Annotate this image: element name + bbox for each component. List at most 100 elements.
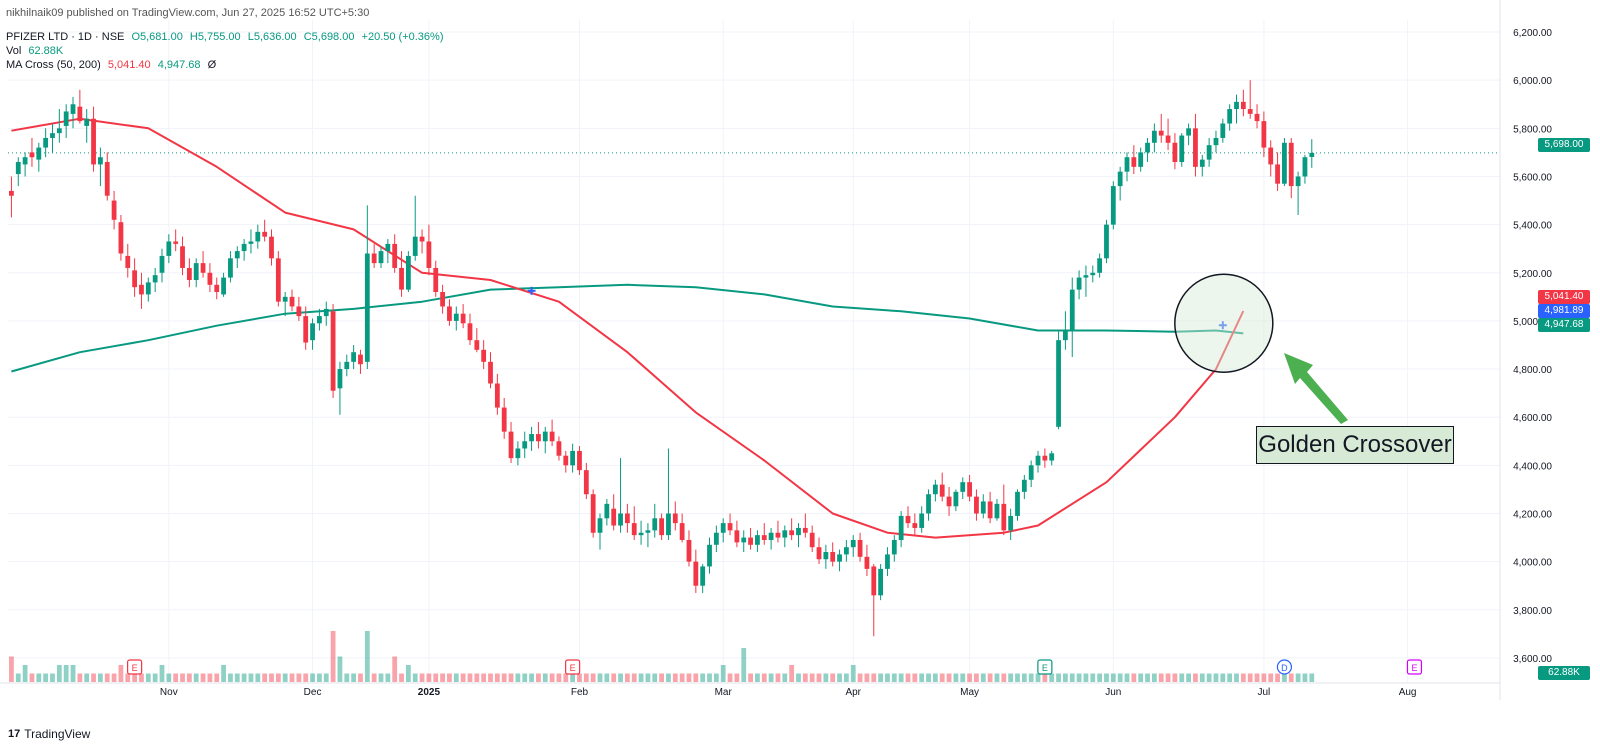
ma200-value: 4,947.68 xyxy=(157,59,201,71)
volume-bar xyxy=(802,673,808,682)
volume-bar xyxy=(501,673,507,682)
candle-body xyxy=(269,236,274,259)
volume-bar xyxy=(1110,673,1116,682)
volume-bar xyxy=(666,673,671,682)
candle-body xyxy=(1288,142,1294,187)
y-tick-label: 5,000.00 xyxy=(1513,317,1552,328)
candle-body xyxy=(15,162,21,175)
candle-body xyxy=(775,532,781,538)
candle-body xyxy=(782,530,788,538)
volume-bar xyxy=(1049,673,1055,682)
candle-body xyxy=(488,361,493,384)
volume-bar xyxy=(22,665,28,682)
volume-bar xyxy=(590,673,596,682)
volume-bar xyxy=(508,673,514,682)
volume-bar xyxy=(631,673,637,682)
volume-bar xyxy=(1117,673,1123,682)
price-badge: 5,698.00 xyxy=(1538,138,1590,152)
ma200-path xyxy=(11,283,1244,373)
candle-body xyxy=(638,532,644,536)
volume-bar xyxy=(967,673,972,682)
volume-bar xyxy=(207,673,213,682)
volume-bar xyxy=(727,673,733,682)
volume-bar xyxy=(707,673,712,682)
volume-bar xyxy=(29,673,35,682)
volume-bar xyxy=(488,673,493,682)
volume-bar xyxy=(1240,673,1246,682)
candle-body xyxy=(1124,157,1130,172)
candle-body xyxy=(494,383,500,408)
candle-body xyxy=(953,491,959,507)
candle-body xyxy=(939,484,945,497)
volume-bar xyxy=(1008,673,1014,682)
candle-body xyxy=(234,251,240,259)
candle-body xyxy=(652,518,658,531)
volume-legend[interactable]: Vol 62.88K xyxy=(6,45,67,57)
x-tick-label: Dec xyxy=(304,687,322,698)
candle-body xyxy=(536,434,541,442)
y-tick-label: 5,600.00 xyxy=(1513,172,1552,183)
candle-body xyxy=(891,539,897,555)
tradingview-watermark[interactable]: 17 TradingView xyxy=(8,727,90,741)
volume-bar xyxy=(1234,673,1239,682)
candle-body xyxy=(796,527,801,536)
candle-body xyxy=(104,162,110,196)
volume-bar xyxy=(748,673,753,682)
candle-body xyxy=(255,231,261,242)
x-tick-label: Jun xyxy=(1105,687,1121,698)
volume-bar xyxy=(1309,673,1315,682)
candle-body xyxy=(1117,171,1123,187)
symbol-label[interactable]: PFIZER LTD · 1D · NSE xyxy=(6,31,125,43)
candle-body xyxy=(522,441,528,449)
candle-body xyxy=(173,241,179,244)
ma50-line xyxy=(11,117,1245,539)
candle-body xyxy=(166,241,172,256)
volume-bar xyxy=(63,665,69,682)
volume-bar xyxy=(234,673,240,682)
candle-body xyxy=(590,494,596,533)
volume-bar xyxy=(1028,673,1034,682)
volume-bar xyxy=(857,673,863,682)
volume-bar xyxy=(221,665,226,682)
volume-bar xyxy=(358,673,363,682)
candle-body xyxy=(1008,515,1014,531)
ma-cross-legend[interactable]: MA Cross (50, 200) 5,041.40 4,947.68 Ø xyxy=(6,59,220,71)
candle-body xyxy=(755,535,760,545)
volume-bar xyxy=(1124,673,1130,682)
volume-bar xyxy=(885,673,890,682)
candle-body xyxy=(447,306,452,321)
golden-crossover-label[interactable]: Golden Crossover xyxy=(1256,426,1454,464)
y-tick-label: 6,200.00 xyxy=(1513,28,1552,39)
x-tick-label: Nov xyxy=(160,687,178,698)
volume-bar xyxy=(734,673,740,682)
volume-bar xyxy=(125,673,131,682)
volume-bar xyxy=(180,673,185,682)
candle-body xyxy=(1220,123,1226,138)
golden-crossover-circle xyxy=(1174,273,1274,373)
x-tick-label: Jul xyxy=(1257,687,1270,698)
candle-body xyxy=(221,277,226,295)
candle-body xyxy=(1049,453,1055,461)
y-tick-label: 3,600.00 xyxy=(1513,654,1552,665)
volume-bar xyxy=(392,656,398,682)
volume-bar xyxy=(850,665,856,682)
volume-value: 62.88K xyxy=(28,45,64,57)
candle-body xyxy=(399,267,404,290)
volume-bar xyxy=(775,673,781,682)
volume-bar xyxy=(878,673,884,682)
candle-body xyxy=(145,282,151,295)
volume-bar xyxy=(77,673,83,682)
candle-body xyxy=(542,431,548,442)
candle-body xyxy=(132,270,138,288)
published-text: nikhilnaik09 published on TradingView.co… xyxy=(6,7,370,19)
ma50-path xyxy=(11,117,1245,539)
ma200-badge: 4,947.68 xyxy=(1538,318,1590,332)
candle-body xyxy=(700,566,706,586)
y-tick-label: 4,000.00 xyxy=(1513,558,1552,569)
candle-body xyxy=(63,111,69,126)
volume-bar xyxy=(310,673,315,682)
volume-label: Vol xyxy=(6,45,22,57)
candle-body xyxy=(1001,503,1007,531)
